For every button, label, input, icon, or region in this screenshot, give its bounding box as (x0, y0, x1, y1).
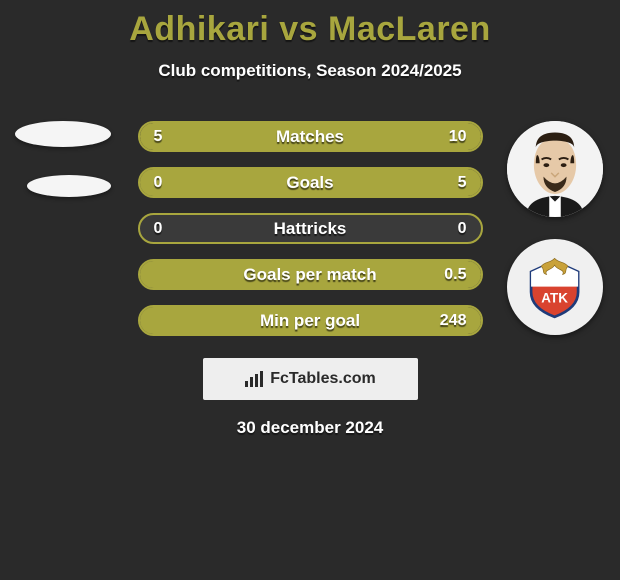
svg-text:ATK: ATK (542, 291, 569, 306)
chart-icon (244, 370, 264, 388)
left-player-column (8, 121, 118, 197)
stat-label: Goals (140, 169, 481, 196)
face-icon (507, 121, 603, 217)
stat-value-right: 0 (458, 215, 467, 242)
left-player-crest-placeholder (27, 175, 111, 197)
right-player-avatar (507, 121, 603, 217)
stat-row: 5Matches10 (138, 121, 483, 152)
right-player-crest: ATK (507, 239, 603, 335)
stat-label: Goals per match (140, 261, 481, 288)
stat-row: 0Hattricks0 (138, 213, 483, 244)
date-label: 30 december 2024 (0, 418, 620, 438)
watermark-text: FcTables.com (270, 370, 376, 388)
stat-label: Matches (140, 123, 481, 150)
stat-value-right: 248 (440, 307, 467, 334)
stats-wrap: 5Matches100Goals50Hattricks0Goals per ma… (0, 121, 620, 336)
crest-icon: ATK (521, 253, 588, 320)
page-title: Adhikari vs MacLaren (0, 10, 620, 49)
stat-bars: 5Matches100Goals50Hattricks0Goals per ma… (138, 121, 483, 336)
stat-value-right: 10 (449, 123, 467, 150)
stat-row: 0Goals5 (138, 167, 483, 198)
watermark: FcTables.com (203, 358, 418, 400)
page-subtitle: Club competitions, Season 2024/2025 (0, 61, 620, 81)
stat-row: Goals per match0.5 (138, 259, 483, 290)
comparison-container: Adhikari vs MacLaren Club competitions, … (0, 0, 620, 438)
stat-value-right: 5 (458, 169, 467, 196)
stat-label: Hattricks (140, 215, 481, 242)
stat-value-right: 0.5 (444, 261, 466, 288)
left-player-avatar-placeholder (15, 121, 111, 147)
right-player-column: ATK (500, 121, 610, 335)
stat-row: Min per goal248 (138, 305, 483, 336)
stat-label: Min per goal (140, 307, 481, 334)
